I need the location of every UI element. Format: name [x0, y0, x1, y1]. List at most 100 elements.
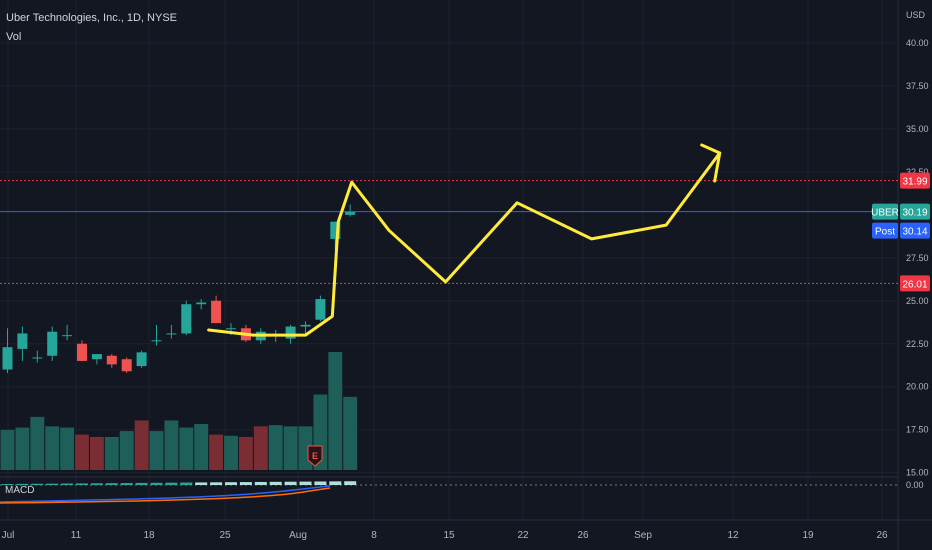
upper-level-badge: 31.99 — [900, 172, 930, 189]
y-tick-label: 27.50 — [906, 253, 929, 263]
candle — [121, 357, 132, 373]
macd-line — [0, 485, 331, 503]
x-tick-label: 12 — [727, 530, 739, 541]
volume-bar — [75, 434, 89, 470]
volume-bar — [283, 426, 298, 470]
ticker-price-badge-bg — [900, 203, 930, 220]
candle-body — [181, 304, 192, 334]
candle — [211, 295, 222, 324]
macd-histogram-bar — [269, 481, 282, 485]
candle-body — [300, 324, 311, 327]
macd-histogram-bar — [299, 481, 312, 485]
macd-histogram-bar — [165, 482, 178, 485]
macd-histogram-bar — [90, 483, 103, 485]
volume-bars: E — [0, 352, 358, 470]
candle — [62, 324, 73, 341]
y-tick-label: 20.00 — [906, 382, 929, 392]
post-price-badge-bg — [900, 222, 930, 239]
candle — [17, 326, 28, 361]
horizontal-levels — [0, 180, 898, 284]
upper-level-badge-bg — [900, 172, 930, 189]
candle-body — [285, 326, 296, 339]
trend-path — [207, 151, 722, 337]
candle — [32, 350, 43, 363]
macd-pane — [0, 481, 898, 504]
volume-bar — [224, 435, 238, 470]
ticker-badge-text: UBER — [871, 208, 899, 219]
macd-signal-line — [0, 487, 331, 504]
volume-bar — [343, 396, 358, 470]
post-label-badge-text: Post — [875, 227, 895, 238]
macd-histogram-bar — [239, 482, 252, 485]
candle-body — [151, 340, 162, 342]
currency-label: USD — [906, 10, 926, 20]
candle — [106, 354, 117, 368]
macd-histogram-bar — [344, 481, 357, 485]
macd-histogram-bar — [284, 481, 297, 485]
macd-zero-label: 0.00 — [906, 480, 924, 490]
y-tick-label: 15.00 — [906, 468, 929, 478]
candle-body — [91, 354, 102, 360]
candle-body — [211, 300, 222, 324]
macd-histogram-bar — [329, 481, 342, 485]
candle-body — [121, 359, 132, 372]
candle-body — [62, 335, 73, 337]
macd-histogram-bar — [46, 483, 59, 485]
price-badges: 31.99 26.01 UBER 30.19 Post 30.14 0.00 — [871, 172, 930, 490]
post-label-badge-bg — [872, 222, 898, 239]
lower-level-badge-bg — [900, 275, 930, 292]
candle — [77, 340, 87, 361]
candle — [2, 328, 13, 373]
candle-body — [136, 352, 147, 367]
volume-bar — [194, 423, 209, 470]
candle — [136, 350, 147, 368]
candle-body — [345, 211, 356, 215]
candle-body — [330, 221, 341, 239]
ticker-price-badge-text: 30.19 — [902, 208, 927, 219]
macd-histogram-bar — [1, 484, 14, 485]
y-tick-label: 37.50 — [906, 81, 929, 91]
volume-bar — [30, 416, 45, 470]
macd-histogram-bar — [254, 481, 267, 485]
volume-bar — [15, 427, 30, 470]
candles — [2, 204, 356, 373]
candle-body — [196, 302, 207, 305]
x-tick-label: 18 — [143, 530, 155, 541]
candle-body — [106, 355, 117, 365]
earnings-badge — [307, 445, 323, 467]
trend-arrowhead — [700, 143, 722, 183]
volume-bar — [149, 431, 164, 470]
upper-level-badge-text: 31.99 — [902, 177, 927, 188]
chart-title: Uber Technologies, Inc., 1D, NYSE — [6, 12, 177, 24]
candle-body — [166, 333, 177, 335]
x-tick-label: 25 — [219, 530, 231, 541]
time-axis[interactable]: Jul 11 18 25 Aug 8 15 22 26 Sep 12 19 26 — [2, 530, 888, 541]
volume-bar — [238, 436, 253, 470]
x-tick-label: 26 — [876, 530, 888, 541]
candle — [315, 295, 326, 322]
macd-histogram-bar — [16, 483, 29, 485]
volume-bar — [253, 426, 268, 470]
volume-label: Vol — [6, 31, 22, 43]
candle — [166, 324, 177, 339]
y-tick-label: 40.00 — [906, 38, 929, 48]
price-axis[interactable]: 40.00 37.50 35.00 32.50 27.50 25.00 22.50 20.00… — [906, 38, 929, 478]
trend-drawing[interactable] — [207, 143, 722, 337]
y-tick-label: 35.00 — [906, 124, 929, 134]
post-label-badge: Post — [872, 222, 898, 239]
macd-histogram-bar — [76, 483, 88, 485]
macd-histogram-bar — [150, 482, 163, 485]
candle — [300, 321, 311, 336]
chart-header: Uber Technologies, Inc., 1D, NYSE Vol — [6, 12, 177, 44]
ticker-price-badge: 30.19 — [900, 203, 930, 220]
x-tick-label: 26 — [577, 530, 589, 541]
x-tick-label: 22 — [517, 530, 529, 541]
x-tick-label: 19 — [802, 530, 814, 541]
volume-bar — [328, 352, 343, 470]
macd-histogram-bar — [195, 482, 208, 485]
y-tick-label: 25.00 — [906, 296, 929, 306]
volume-bar — [45, 426, 60, 470]
candle-body — [2, 347, 13, 370]
macd-histogram-bar — [225, 482, 237, 485]
